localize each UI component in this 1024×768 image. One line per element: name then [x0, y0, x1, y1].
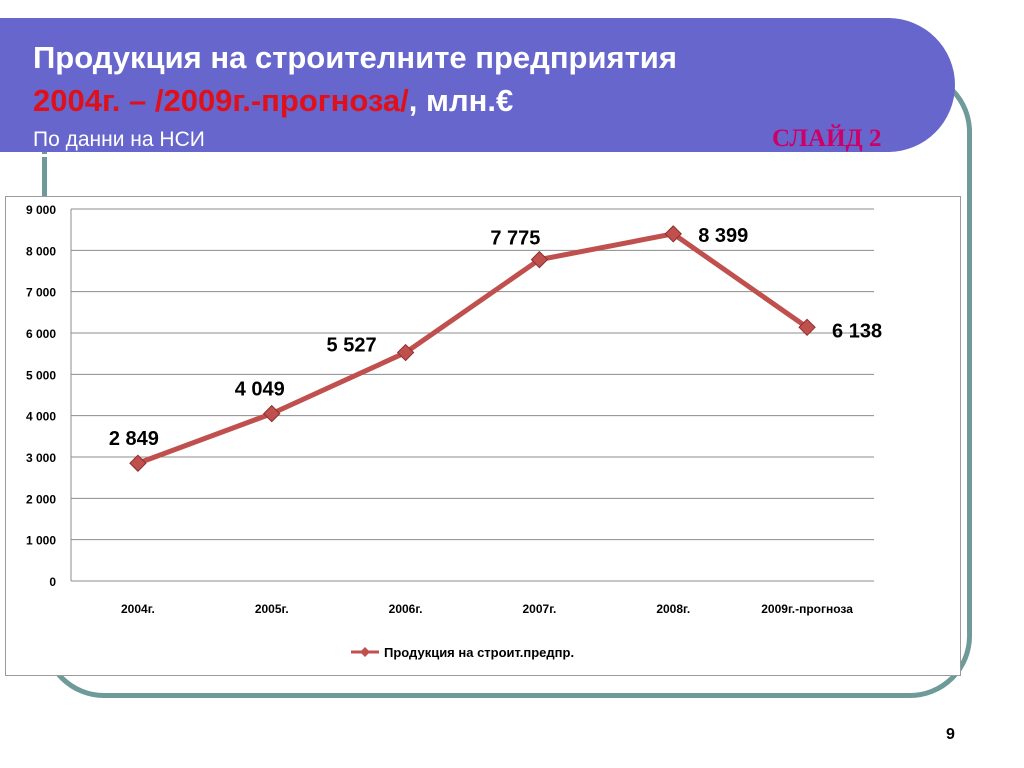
legend-marker [360, 647, 370, 657]
line-chart: 0 1 000 2 000 3 000 4 000 5 000 6 000 7 000 8 00… [26, 203, 882, 660]
data-label: 6 138 [832, 320, 882, 342]
y-tick-label: 5 000 [26, 368, 56, 382]
data-label: 5 527 [327, 335, 377, 357]
data-label: 8 399 [698, 225, 748, 247]
x-tick-label: 2008г. [656, 602, 690, 616]
title-underline [0, 154, 905, 157]
data-point-marker [396, 343, 415, 362]
slide-subtitle: По данни на НСИ [33, 128, 205, 151]
y-tick-label: 2 000 [26, 492, 56, 506]
x-tick-label: 2005г. [255, 602, 289, 616]
y-tick-label: 9 000 [26, 203, 56, 217]
slide-number-label: СЛАЙД 2 [772, 125, 882, 152]
slide-title-period: 2004г. – /2009г.-прогноза/, млн.€ [33, 83, 513, 119]
data-label: 7 775 [490, 228, 540, 250]
y-tick-label: 8 000 [26, 244, 56, 258]
y-tick-label: 7 000 [26, 286, 56, 300]
data-point-marker [798, 318, 816, 337]
y-tick-label: 3 000 [26, 451, 56, 465]
title-period-range: 2004г. – /2009г.-прогноза/ [33, 83, 409, 118]
data-label: 4 049 [235, 379, 285, 401]
data-point-marker [664, 225, 682, 243]
x-tick-label: 2004г. [121, 602, 155, 616]
data-point-marker [263, 404, 281, 423]
legend-label: Продукция на строит.предпр. [384, 645, 574, 660]
x-tick-label: 2007г. [523, 602, 557, 616]
data-label: 2 849 [109, 428, 159, 450]
title-banner: Продукция на строителните предприятия 20… [0, 18, 955, 157]
x-tick-label: 2006г. [389, 602, 423, 616]
page-number: 9 [946, 726, 955, 743]
chart-area: 0 1 000 2 000 3 000 4 000 5 000 6 000 7 000 8 00… [5, 196, 961, 676]
series-line [135, 231, 810, 466]
y-tick-label: 4 000 [26, 410, 56, 424]
data-point-marker [530, 250, 549, 269]
slide-title: Продукция на строителните предприятия [33, 40, 677, 75]
y-tick-label: 6 000 [26, 327, 56, 341]
y-tick-label: 0 [49, 575, 56, 589]
y-tick-label: 1 000 [26, 534, 56, 548]
x-tick-label: 2009г.-прогноза [761, 602, 853, 616]
data-point-marker [129, 454, 147, 472]
title-unit: , млн.€ [408, 83, 514, 118]
